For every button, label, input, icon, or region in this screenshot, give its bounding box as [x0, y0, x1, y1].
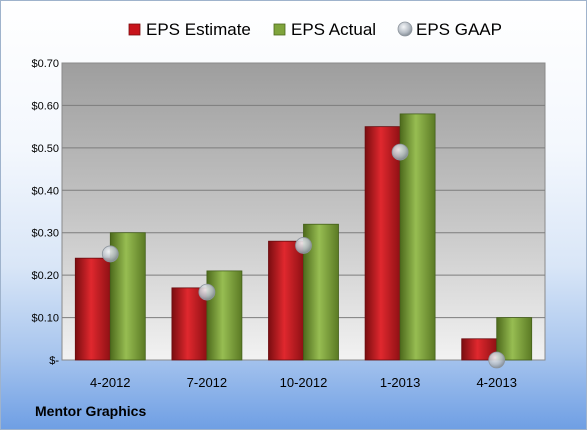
eps-estimate-bar [268, 240, 304, 361]
eps-actual-bar [496, 317, 533, 361]
legend-swatch [273, 23, 286, 36]
x-tick-label: 7-2012 [187, 375, 227, 390]
y-tick-label: $0.70 [31, 58, 59, 70]
eps-estimate-bar [171, 287, 208, 361]
x-tick-label: 1-2013 [380, 375, 420, 390]
y-tick-label: $- [49, 355, 59, 367]
y-axis-ticks: $- $0.10 $0.20 $0.30 $0.40 $0.50 $0.60 $0.70 [31, 58, 59, 367]
legend-label: EPS GAAP [416, 20, 502, 39]
legend-label: EPS Estimate [146, 20, 251, 39]
company-name: Mentor Graphics [35, 403, 146, 419]
x-tick-label: 10-2012 [280, 375, 328, 390]
eps-gaap-marker [391, 143, 409, 161]
eps-gaap-marker [295, 237, 312, 254]
eps-actual-bar [206, 270, 243, 361]
eps-estimate-bar [74, 257, 111, 361]
y-tick-label: $0.50 [31, 143, 59, 155]
eps-gaap-marker [488, 351, 506, 369]
eps-gaap-marker [198, 283, 216, 301]
y-tick-label: $0.60 [31, 100, 59, 112]
x-tick-label: 4-2013 [476, 375, 516, 390]
legend-swatch [128, 23, 141, 36]
gaap-markers [101, 143, 506, 369]
eps-estimate-bar [364, 126, 401, 361]
legend-swatch [397, 21, 413, 37]
x-axis-ticks: 4-2012 7-2012 10-2012 1-2013 4-2013 [90, 375, 517, 390]
y-tick-label: $0.30 [31, 228, 59, 240]
y-tick-label: $0.10 [31, 313, 59, 325]
x-tick-label: 4-2012 [90, 375, 130, 390]
legend: EPS Estimate EPS Actual EPS GAAP [128, 20, 502, 39]
eps-gaap-marker [101, 245, 119, 263]
legend-label: EPS Actual [291, 20, 376, 39]
y-tick-label: $0.40 [31, 185, 59, 197]
y-tick-label: $0.20 [31, 270, 59, 282]
